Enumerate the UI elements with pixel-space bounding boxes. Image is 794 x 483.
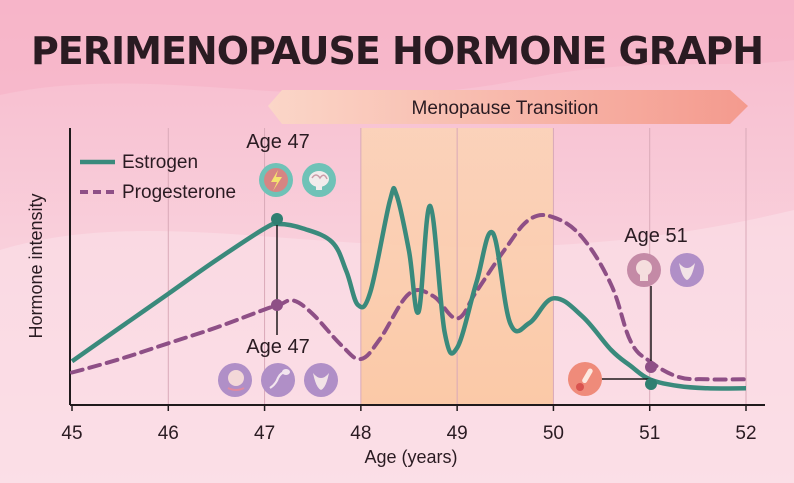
menopause-transition-banner: Menopause Transition — [268, 90, 748, 124]
x-tick-label-51: 51 — [639, 423, 660, 444]
banner-label: Menopause Transition — [412, 98, 599, 119]
estrogen-marker-51 — [645, 378, 657, 390]
uterus-icon — [304, 363, 338, 397]
uterus-icon — [670, 253, 704, 287]
thermometer-icon — [568, 362, 602, 396]
x-tick-label-48: 48 — [350, 423, 371, 444]
head-icon — [218, 363, 252, 397]
estrogen-marker-47 — [271, 213, 283, 225]
lightning-icon — [259, 163, 293, 197]
sperm-icon — [261, 363, 295, 397]
x-tick-label-46: 46 — [158, 423, 179, 444]
x-axis-label: Age (years) — [364, 447, 457, 467]
x-tick-label-45: 45 — [61, 423, 82, 444]
x-tick-labels: 45 46 47 48 49 50 51 52 — [61, 423, 756, 444]
background-wave — [0, 0, 794, 95]
y-axis-label: Hormone intensity — [26, 193, 46, 338]
progesterone-marker-51 — [645, 361, 657, 373]
series-line-progesterone — [70, 213, 748, 382]
x-tick-label-47: 47 — [254, 423, 275, 444]
progesterone-marker-47 — [271, 299, 283, 311]
banner-arrow — [268, 90, 748, 124]
chart-title: PERIMENOPAUSE HORMONE GRAPH — [31, 29, 763, 73]
x-tick-label-52: 52 — [735, 423, 756, 444]
annotation-age47-estrogen: Age 47 — [246, 131, 309, 153]
legend: Estrogen Progesterone — [80, 152, 236, 203]
head-profile-icon — [627, 253, 661, 287]
legend-label-estrogen: Estrogen — [122, 152, 198, 173]
brain-icon — [302, 163, 336, 197]
legend-label-progesterone: Progesterone — [122, 182, 236, 203]
annotation-age51: Age 51 — [624, 225, 687, 247]
x-tick-label-49: 49 — [447, 423, 468, 444]
annotation-age47-progesterone: Age 47 — [246, 336, 309, 358]
x-tick-label-50: 50 — [543, 423, 564, 444]
